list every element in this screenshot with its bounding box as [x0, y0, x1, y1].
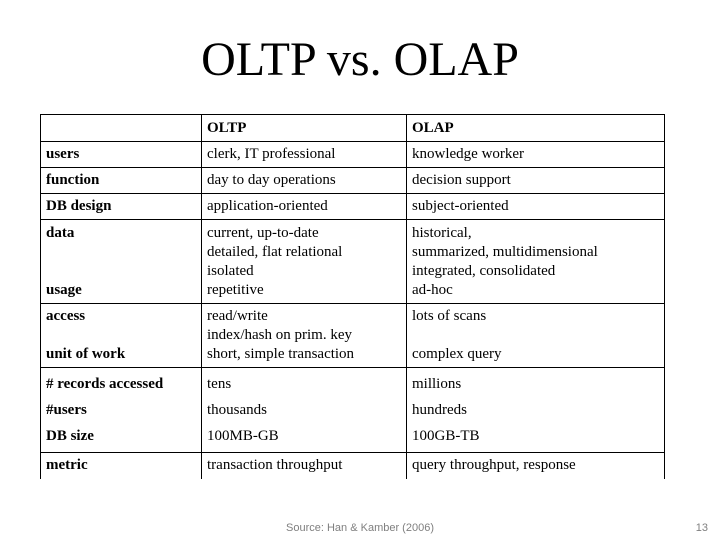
oltp-cell: transaction throughput [201, 452, 407, 479]
oltp-cell-line: read/write [207, 308, 268, 324]
olap-cell-line: summarized, multidimensional [412, 244, 598, 260]
olap-cell: subject-oriented [406, 193, 665, 220]
olap-cell-line: lots of scans [412, 308, 487, 324]
oltp-cell-line: repetitive [207, 282, 264, 298]
row-label: unit of work [46, 346, 126, 362]
row-label: metric [40, 452, 202, 479]
oltp-cell-line: isolated [207, 263, 254, 279]
oltp-cell-line: current, up-to-date [207, 225, 319, 241]
table-header-row: OLTP OLAP [40, 114, 665, 142]
page-number: 13 [695, 522, 708, 534]
oltp-cell: day to day operations [201, 167, 407, 194]
olap-cell: query throughput, response [406, 452, 665, 479]
row-label: DB size [46, 428, 94, 444]
row-label: access [46, 308, 86, 324]
olap-cell-line: integrated, consolidated [412, 263, 556, 279]
row-label: function [40, 167, 202, 194]
row-label: # records accessed [46, 376, 164, 392]
oltp-cell-line: index/hash on prim. key [207, 327, 352, 343]
olap-cell-line: 100GB-TB [412, 428, 480, 444]
oltp-cell-line: 100MB-GB [207, 428, 279, 444]
table-row-users: users clerk, IT professional knowledge w… [40, 141, 665, 168]
olap-cell-line: hundreds [412, 402, 467, 418]
header-oltp: OLTP [201, 114, 407, 142]
header-empty-cell [40, 114, 202, 142]
row-label: #users [46, 402, 87, 418]
comparison-table: OLTP OLAP users clerk, IT professional k… [40, 114, 665, 479]
row-label: users [40, 141, 202, 168]
olap-cell-line: ad-hoc [412, 282, 453, 298]
olap-cell: knowledge worker [406, 141, 665, 168]
olap-cell: decision support [406, 167, 665, 194]
row-label: usage [46, 282, 82, 298]
oltp-cell: application-oriented [201, 193, 407, 220]
olap-cell-line: millions [412, 376, 462, 392]
olap-cell-line: historical, [412, 225, 472, 241]
oltp-cell: clerk, IT professional [201, 141, 407, 168]
table-row-records-users-size: # records accessed #users DB size tens t… [40, 367, 665, 453]
olap-cell-line: complex query [412, 346, 502, 362]
oltp-cell-line: detailed, flat relational [207, 244, 343, 260]
footer-source: Source: Han & Kamber (2006) [286, 522, 434, 534]
slide-title: OLTP vs. OLAP [201, 33, 519, 86]
table-row-db-design: DB design application-oriented subject-o… [40, 193, 665, 220]
row-label: data [46, 225, 75, 241]
table-row-access-unit: access unit of work read/write index/has… [40, 303, 665, 368]
table-row-data-usage: data usage current, up-to-date detailed,… [40, 219, 665, 304]
oltp-cell-line: short, simple transaction [207, 346, 355, 362]
oltp-cell-line: tens [207, 376, 232, 392]
row-label: DB design [40, 193, 202, 220]
table-row-metric: metric transaction throughput query thro… [40, 452, 665, 479]
table-row-function: function day to day operations decision … [40, 167, 665, 194]
oltp-cell-line: thousands [207, 402, 267, 418]
header-olap: OLAP [406, 114, 665, 142]
